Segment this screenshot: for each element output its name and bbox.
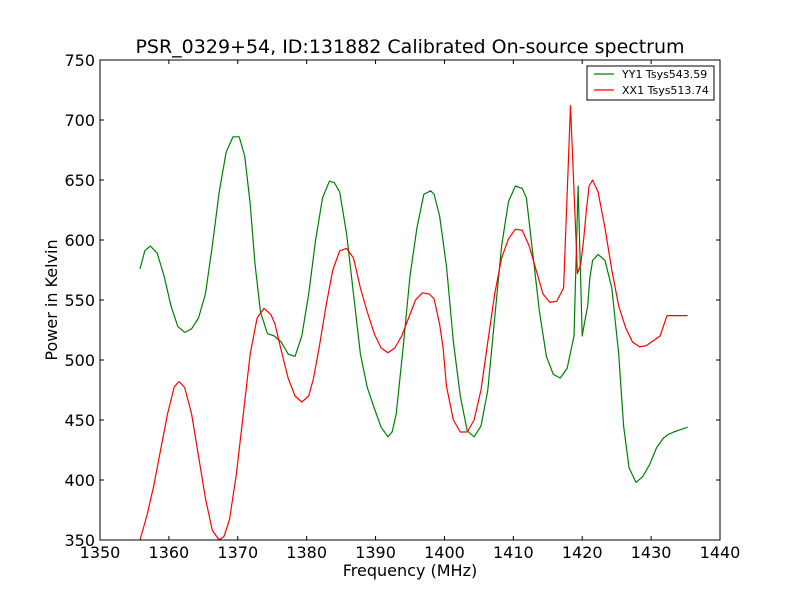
y-tick-label: 400 bbox=[64, 471, 95, 490]
y-axis: 350 400 450 500 550 600 650 700 750 bbox=[64, 51, 720, 550]
x-tick-label: 1420 bbox=[562, 543, 603, 562]
legend-label-yy1: YY1 Tsys543.59 bbox=[621, 68, 707, 81]
y-tick-label: 450 bbox=[64, 411, 95, 430]
legend-box bbox=[586, 65, 715, 101]
legend-label-xx1: XX1 Tsys513.74 bbox=[622, 84, 709, 97]
series-line-0 bbox=[139, 136, 688, 483]
x-tick-label: 1400 bbox=[424, 543, 465, 562]
y-tick-label: 600 bbox=[64, 231, 95, 250]
x-axis: 1350 1360 1370 1380 1390 1400 1410 1420 1430 1440 bbox=[80, 60, 741, 562]
y-tick-label: 650 bbox=[64, 171, 95, 190]
y-tick-label: 700 bbox=[64, 111, 95, 130]
x-tick-label: 1370 bbox=[217, 543, 258, 562]
y-tick-label: 500 bbox=[64, 351, 95, 370]
legend: YY1 Tsys543.59 XX1 Tsys513.74 bbox=[586, 65, 715, 101]
x-tick-label: 1430 bbox=[631, 543, 672, 562]
plot-lines bbox=[139, 104, 688, 541]
x-axis-label: Frequency (MHz) bbox=[343, 561, 477, 580]
series-line-1 bbox=[139, 104, 688, 541]
y-tick-label: 750 bbox=[64, 51, 95, 70]
plot-frame bbox=[99, 59, 721, 541]
chart-title: PSR_0329+54, ID:131882 Calibrated On-sou… bbox=[135, 36, 684, 58]
y-tick-label: 550 bbox=[64, 291, 95, 310]
x-tick-label: 1440 bbox=[700, 543, 741, 562]
x-tick-label: 1390 bbox=[355, 543, 396, 562]
x-tick-label: 1360 bbox=[149, 543, 190, 562]
x-tick-label: 1350 bbox=[80, 543, 121, 562]
y-tick-label: 350 bbox=[64, 531, 95, 550]
x-tick-label: 1410 bbox=[493, 543, 534, 562]
x-tick-label: 1380 bbox=[286, 543, 327, 562]
y-axis-label: Power in Kelvin bbox=[42, 239, 61, 360]
